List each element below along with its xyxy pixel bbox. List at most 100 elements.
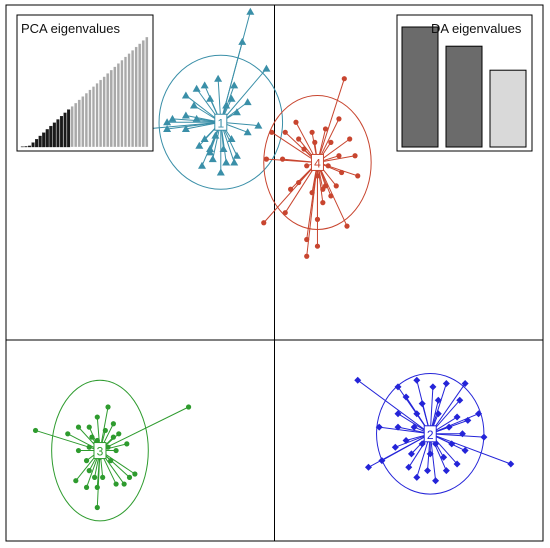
da-eigenvalues-inset: DA eigenvalues	[396, 14, 533, 152]
data-point	[426, 450, 434, 458]
data-point	[246, 7, 255, 15]
cluster-spoke	[430, 433, 511, 465]
data-point	[230, 158, 239, 166]
cluster-spoke	[96, 450, 101, 508]
data-point	[254, 121, 263, 129]
pca-bar	[102, 76, 106, 148]
pca-bar	[145, 36, 149, 148]
data-point	[73, 478, 79, 484]
data-point	[458, 430, 466, 438]
data-point	[301, 146, 307, 152]
data-point	[325, 163, 331, 169]
data-point	[192, 114, 201, 122]
cluster-3: 3	[32, 379, 192, 522]
cluster-label-box	[93, 442, 107, 460]
pca-bar	[24, 146, 28, 148]
cluster-spoke	[316, 78, 345, 163]
data-point	[279, 156, 286, 162]
data-point	[243, 98, 252, 106]
data-point	[94, 437, 100, 444]
data-point	[453, 413, 461, 421]
data-point	[192, 84, 201, 92]
data-point	[434, 410, 442, 418]
data-point	[344, 223, 350, 229]
cluster-spoke	[266, 158, 318, 163]
pca-bar	[35, 139, 39, 148]
da-bar	[489, 69, 527, 148]
pca-bar	[141, 40, 145, 148]
data-point	[208, 155, 217, 163]
data-point	[304, 163, 310, 169]
cluster-spoke	[379, 426, 431, 435]
data-point	[293, 119, 299, 125]
data-point	[132, 471, 138, 477]
data-point	[322, 183, 329, 189]
data-point	[243, 128, 252, 136]
cluster-spoke	[263, 162, 318, 224]
data-point	[461, 380, 469, 388]
data-point	[312, 139, 318, 145]
data-point	[92, 474, 98, 480]
data-point	[336, 116, 342, 122]
cluster-2: 2	[354, 373, 515, 495]
data-point	[83, 484, 90, 490]
data-point	[83, 458, 90, 464]
data-point	[413, 376, 421, 384]
data-point	[378, 457, 386, 465]
data-point	[163, 118, 172, 126]
data-point	[263, 156, 270, 162]
data-point	[216, 168, 225, 176]
cluster-label-box	[310, 153, 324, 171]
data-point	[405, 463, 413, 471]
data-point	[219, 145, 228, 153]
data-point	[407, 450, 415, 458]
data-point	[261, 220, 267, 226]
data-point	[320, 200, 326, 206]
pca-bar	[113, 66, 117, 148]
data-point	[445, 423, 453, 431]
data-point	[75, 424, 82, 430]
data-point	[206, 94, 215, 102]
da-bar	[445, 45, 483, 148]
data-point	[440, 453, 448, 461]
pca-eigenvalues-inset: PCA eigenvalues	[16, 14, 154, 152]
data-point	[352, 153, 358, 159]
data-point	[230, 81, 239, 89]
data-point	[355, 173, 361, 179]
pca-bar	[134, 46, 138, 148]
cluster-spoke	[271, 131, 318, 163]
pca-bar	[116, 63, 120, 148]
data-point	[453, 460, 461, 468]
pca-bar	[49, 125, 53, 148]
cluster-spoke	[381, 433, 431, 462]
data-point	[168, 114, 177, 122]
cluster-ellipse	[51, 379, 149, 522]
pca-inset-title: PCA eigenvalues	[21, 21, 121, 36]
data-point	[475, 410, 483, 418]
pca-bar	[138, 43, 142, 148]
pca-bar	[31, 142, 35, 148]
pca-bar	[27, 145, 32, 148]
pca-bar	[38, 135, 42, 148]
data-point	[105, 404, 111, 410]
data-point	[262, 64, 271, 72]
pca-bar	[45, 129, 49, 148]
data-point	[448, 440, 456, 448]
data-point	[480, 433, 488, 441]
data-point	[65, 431, 71, 437]
data-point	[222, 158, 231, 166]
data-point	[333, 183, 339, 189]
data-point	[238, 37, 247, 45]
data-point	[424, 467, 432, 475]
cluster-spoke	[220, 68, 267, 123]
cluster-spoke	[357, 379, 431, 435]
data-point	[75, 447, 82, 454]
data-point	[432, 477, 440, 485]
data-point	[296, 179, 302, 186]
data-point	[232, 151, 241, 159]
data-point	[418, 400, 426, 408]
data-point	[442, 380, 450, 388]
cluster-spoke	[167, 121, 221, 130]
cluster-label: 1	[217, 116, 224, 130]
data-point	[227, 94, 236, 102]
